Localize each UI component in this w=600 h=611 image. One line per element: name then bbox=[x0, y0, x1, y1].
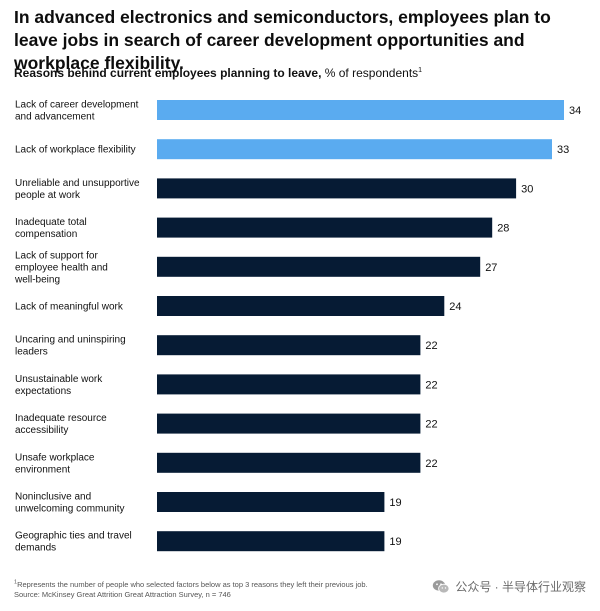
footnote-line-1: 1Represents the number of people who sel… bbox=[14, 580, 368, 590]
value-label: 22 bbox=[425, 419, 437, 431]
bar-row: Lack of career development and advancemen… bbox=[15, 100, 581, 123]
value-label: 19 bbox=[389, 497, 401, 509]
category-label-line: Inadequate resource bbox=[15, 413, 107, 424]
value-label: 24 bbox=[449, 301, 461, 313]
bar bbox=[157, 296, 445, 316]
footnote: 1Represents the number of people who sel… bbox=[14, 580, 368, 600]
value-label: 22 bbox=[425, 458, 437, 470]
category-label-line: expectations bbox=[15, 386, 71, 397]
category-label-line: Lack of support for bbox=[15, 250, 98, 261]
wechat-icon bbox=[433, 579, 450, 593]
category-label-line: well-being bbox=[14, 274, 60, 285]
bar-row: Uncaring and uninspiring leaders 22 bbox=[15, 335, 438, 358]
bar bbox=[157, 335, 421, 356]
category-label: Lack of workplace flexibility bbox=[15, 145, 136, 156]
category-label-line: Uncaring and uninspiring bbox=[15, 335, 126, 346]
bar-row: Noninclusive and unwelcoming community 19 bbox=[15, 492, 402, 515]
category-label: Unsafe workplace environment bbox=[15, 452, 95, 475]
category-label-line: Noninclusive and bbox=[15, 492, 91, 503]
category-label-line: people at work bbox=[15, 190, 81, 201]
category-label-line: unwelcoming community bbox=[15, 504, 125, 515]
value-label: 27 bbox=[485, 262, 497, 274]
category-label-line: Geographic ties and travel bbox=[15, 531, 132, 542]
category-label: Geographic ties and travel demands bbox=[15, 531, 132, 554]
bar bbox=[157, 452, 421, 473]
source-line: Source: McKinsey Great Attrition Great A… bbox=[14, 590, 231, 599]
bar bbox=[157, 492, 385, 512]
category-label-line: Unreliable and unsupportive bbox=[15, 178, 140, 189]
category-label-line: accessibility bbox=[15, 425, 68, 436]
bar bbox=[157, 413, 421, 434]
subtitle-bold: Reasons behind current employees plannin… bbox=[14, 66, 322, 80]
value-label: 33 bbox=[557, 144, 569, 156]
chart-title: In advanced electronics and semiconducto… bbox=[14, 7, 551, 73]
category-label-line: Lack of workplace flexibility bbox=[15, 145, 136, 156]
bar bbox=[157, 139, 552, 160]
category-label: Lack of career development and advancemen… bbox=[15, 100, 139, 123]
bar bbox=[157, 256, 481, 277]
value-label: 19 bbox=[389, 536, 401, 548]
value-label: 22 bbox=[425, 340, 437, 352]
bar-row: Inadequate resource accessibility 22 bbox=[15, 413, 438, 436]
footnote-marker: 1 bbox=[14, 579, 18, 586]
category-label-line: leaders bbox=[15, 347, 48, 358]
watermark-text: 公众号 · 半导体行业观察 bbox=[455, 580, 586, 594]
bar bbox=[157, 531, 385, 552]
bar bbox=[157, 178, 517, 199]
bar-row: Unsafe workplace environment 22 bbox=[15, 452, 438, 475]
bar bbox=[157, 374, 421, 395]
bar bbox=[157, 100, 564, 120]
value-label: 28 bbox=[497, 223, 509, 235]
watermark: 公众号 · 半导体行业观察 bbox=[430, 576, 590, 597]
value-label: 22 bbox=[425, 379, 437, 391]
category-label: Unreliable and unsupportive people at wor… bbox=[15, 178, 140, 201]
category-label: Inadequate total compensation bbox=[15, 217, 87, 240]
chart-subtitle: Reasons behind current employees plannin… bbox=[14, 66, 422, 81]
category-label-line: employee health and bbox=[15, 262, 108, 273]
category-label-line: and advancement bbox=[15, 112, 95, 123]
bar-row: Lack of support for employee health and we… bbox=[14, 250, 497, 285]
value-label: 30 bbox=[521, 183, 533, 195]
category-label-line: environment bbox=[15, 464, 70, 475]
footnote-text: Represents the number of people who sele… bbox=[17, 580, 368, 589]
bar bbox=[157, 217, 493, 238]
value-label: 34 bbox=[569, 105, 581, 117]
category-label-line: Lack of meaningful work bbox=[15, 302, 124, 313]
category-label: Noninclusive and unwelcoming community bbox=[15, 492, 125, 515]
bar-row: Geographic ties and travel demands 19 bbox=[15, 531, 402, 554]
category-label-line: Unsustainable work bbox=[15, 374, 103, 385]
category-label: Inadequate resource accessibility bbox=[15, 413, 107, 436]
bar-row: Lack of workplace flexibility 33 bbox=[15, 139, 569, 160]
subtitle-footnote-marker: 1 bbox=[418, 67, 423, 74]
category-label-line: Unsafe workplace bbox=[15, 452, 95, 463]
category-label-line: Inadequate total bbox=[15, 217, 87, 228]
bar-chart: Lack of career development and advancemen… bbox=[14, 100, 581, 554]
category-label: Lack of meaningful work bbox=[15, 302, 124, 313]
subtitle-unit: % of respondents bbox=[321, 66, 419, 80]
category-label: Unsustainable work expectations bbox=[15, 374, 103, 397]
category-label-line: compensation bbox=[15, 229, 77, 240]
category-label: Lack of support for employee health and we… bbox=[14, 250, 108, 285]
category-label: Uncaring and uninspiring leaders bbox=[15, 335, 126, 358]
bar-row: Unreliable and unsupportive people at wor… bbox=[15, 178, 533, 201]
category-label-line: demands bbox=[15, 543, 56, 554]
bar-row: Unsustainable work expectations 22 bbox=[15, 374, 438, 397]
category-label-line: Lack of career development bbox=[15, 100, 139, 111]
bar-row: Lack of meaningful work 24 bbox=[15, 296, 462, 316]
bar-row: Inadequate total compensation 28 bbox=[15, 217, 509, 240]
